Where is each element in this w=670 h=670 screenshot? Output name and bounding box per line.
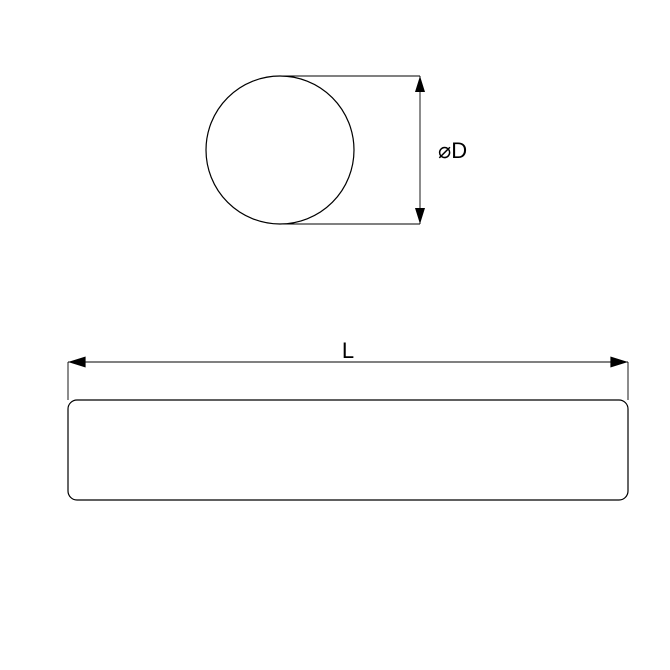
label-diameter: ⌀D [438,138,467,163]
technical-drawing: ⌀D L [0,0,670,670]
label-length: L [342,338,354,363]
